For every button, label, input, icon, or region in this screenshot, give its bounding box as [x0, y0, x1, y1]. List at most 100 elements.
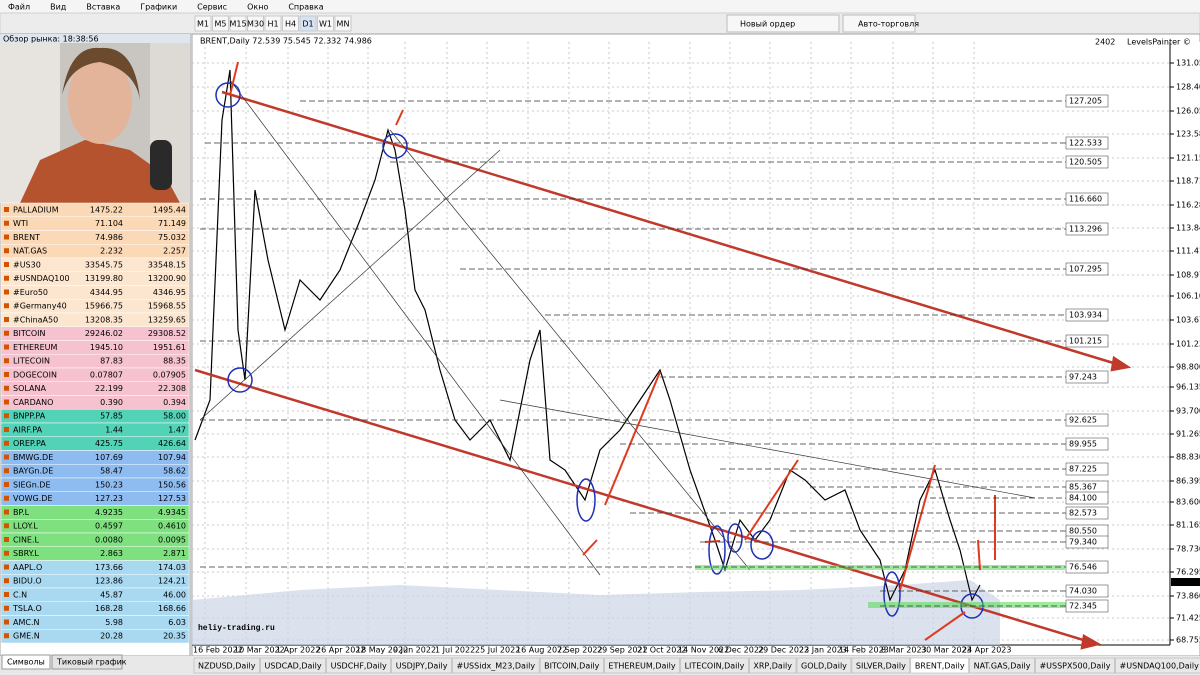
level-box: [1065, 491, 1109, 505]
chart-tab[interactable]: [391, 657, 452, 674]
level-label: 116.660: [1069, 195, 1102, 204]
level-label: 103.934: [1069, 311, 1102, 320]
timeframe-button[interactable]: [334, 15, 352, 32]
auto-trading-button[interactable]: [842, 14, 916, 33]
menu-item[interactable]: Графики: [140, 3, 177, 12]
chart-tab[interactable]: [260, 657, 326, 674]
chart-tab[interactable]: [680, 657, 749, 674]
price-axis-label: 91.265: [1176, 430, 1200, 439]
chart-tab[interactable]: [326, 657, 391, 674]
menu-item[interactable]: Файл: [8, 3, 30, 12]
chart-tab[interactable]: [910, 657, 969, 674]
bid-price: 168.28: [95, 604, 123, 613]
new-order-button[interactable]: [726, 14, 840, 33]
chart-tab[interactable]: [1115, 657, 1200, 674]
menu-item[interactable]: Окно: [247, 3, 268, 12]
timeframe-button[interactable]: [317, 15, 334, 32]
symbol-name: BITCOIN: [13, 329, 46, 338]
price-axis-label: 81.165: [1176, 521, 1200, 530]
level-label: 85.367: [1069, 483, 1097, 492]
level-box: [1065, 560, 1109, 574]
bid-price: 1945.10: [90, 343, 123, 352]
chart-tab[interactable]: [969, 657, 1035, 674]
symbol-row[interactable]: [0, 629, 190, 644]
symbol-name: GME.N: [13, 632, 40, 641]
indicator-name: LevelsPainter ©: [1127, 38, 1191, 47]
level-box: [1065, 462, 1109, 476]
level-label: 97.243: [1069, 373, 1097, 382]
symbol-icon: [4, 454, 9, 460]
timeframe-button[interactable]: [282, 15, 299, 32]
symbol-icon: [4, 564, 9, 570]
panel-tab-label: Тиковый график: [56, 658, 127, 667]
menu-item[interactable]: Сервис: [197, 3, 227, 12]
level-label: 79.340: [1069, 538, 1097, 547]
menu-item[interactable]: Справка: [288, 3, 323, 12]
timeframe-button[interactable]: [264, 15, 282, 32]
bid-price: 22.199: [95, 384, 123, 393]
ask-price: 1.47: [168, 425, 186, 434]
symbol-name: BP.L: [13, 508, 30, 517]
ask-price: 88.35: [163, 357, 186, 366]
bid-price: 4344.95: [90, 288, 123, 297]
chart-tab[interactable]: [452, 657, 540, 674]
chart-tab-label: #USSidx_M23,Daily: [457, 662, 536, 671]
symbol-icon: [4, 207, 9, 212]
timeframe-button[interactable]: [299, 15, 317, 32]
price-axis-label: 121.150: [1176, 154, 1200, 163]
date-label: 18 May 2022: [356, 646, 408, 655]
timeframe-button[interactable]: [247, 15, 264, 32]
timeframe-button[interactable]: [212, 15, 229, 32]
bid-price: 123.86: [95, 577, 123, 586]
level-label: 82.573: [1069, 509, 1097, 518]
symbol-name: OREP.PA: [13, 439, 46, 448]
chart-tab[interactable]: [749, 657, 797, 674]
current-price-label: 74.986: [1173, 578, 1200, 587]
symbol-name: AAPL.O: [13, 563, 42, 572]
menu-bar: [0, 0, 1200, 13]
panel-tab[interactable]: [1, 654, 51, 670]
level-label: 72.345: [1069, 602, 1097, 611]
symbol-icon: [4, 495, 9, 501]
chart-tab[interactable]: [539, 657, 604, 674]
symbol-name: SBRY.L: [13, 549, 39, 558]
symbol-icon: [4, 482, 9, 487]
ask-price: 124.21: [158, 577, 186, 586]
timeframe-button[interactable]: [229, 15, 247, 32]
symbol-name: VOWG.DE: [13, 494, 53, 503]
price-axis-label: 118.715: [1176, 177, 1200, 186]
ask-price: 426.64: [158, 439, 186, 448]
panel-tab[interactable]: [51, 654, 123, 670]
chart-tab-label: #USSPX500,Daily: [1039, 662, 1110, 671]
bid-price: 33545.75: [85, 260, 123, 269]
symbol-icon: [4, 578, 9, 584]
menu-item[interactable]: Вставка: [86, 3, 120, 12]
symbol-name: LLOY.L: [13, 522, 38, 531]
bid-price: 20.28: [100, 632, 123, 641]
symbol-icon: [4, 523, 9, 529]
price-axis-label: 103.670: [1176, 316, 1200, 325]
symbol-icon: [4, 537, 9, 542]
price-axis-label: 68.755: [1176, 636, 1200, 645]
menu-item[interactable]: Вид: [50, 3, 67, 12]
chart-tab[interactable]: [851, 657, 911, 674]
chart-tab[interactable]: [796, 657, 852, 674]
level-box: [1065, 506, 1109, 520]
ask-price: 46.00: [163, 590, 186, 599]
symbol-row[interactable]: [0, 587, 190, 602]
chart-tab[interactable]: [193, 657, 260, 674]
chart-tab[interactable]: [604, 657, 680, 674]
symbol-icon: [4, 303, 9, 309]
bid-price: 0.390: [100, 398, 123, 407]
timeframe-button[interactable]: [194, 15, 212, 32]
symbol-icon: [4, 633, 9, 639]
chart-tab-label: XRP,Daily: [753, 662, 792, 671]
level-label: 87.225: [1069, 465, 1097, 474]
symbol-icon: [4, 317, 9, 322]
timeframe-label: H4: [285, 20, 296, 29]
price-axis-label: 83.600: [1176, 498, 1200, 507]
price-axis-label: 88.830: [1176, 453, 1200, 462]
level-box: [1065, 94, 1109, 108]
price-axis-label: 106.105: [1176, 292, 1200, 301]
chart-tab[interactable]: [1035, 657, 1115, 674]
